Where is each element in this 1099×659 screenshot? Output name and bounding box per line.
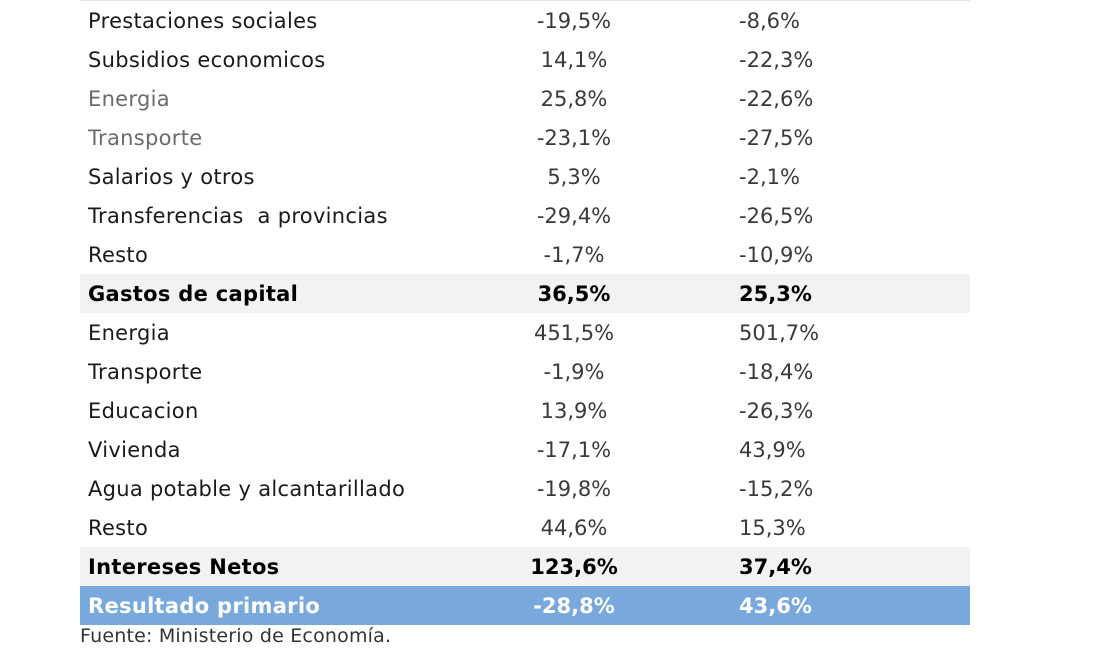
row-label: Resto: [88, 515, 149, 540]
row-label: Educacion: [88, 398, 199, 423]
row-label: Transferencias a provincias: [88, 203, 388, 228]
row-value-col2: -27,5%: [739, 125, 814, 150]
row-value-col2: -8,6%: [739, 8, 800, 33]
row-value-col2: -26,5%: [739, 203, 814, 228]
row-label: Vivienda: [88, 437, 181, 462]
table-row: Transferencias a provincias -29,4% -26,5…: [80, 196, 970, 235]
row-value-col1: -19,5%: [536, 8, 612, 33]
table-row: Salarios y otros 5,3% -2,1%: [80, 157, 970, 196]
row-label: Salarios y otros: [88, 164, 255, 189]
row-value-col1: 14,1%: [540, 47, 608, 72]
row-value-col1: -29,4%: [536, 203, 612, 228]
row-value-col2: 43,9%: [739, 437, 806, 462]
section-label: Gastos de capital: [80, 274, 488, 313]
row-value-col2: -10,9%: [739, 242, 814, 267]
table-row: Energia 25,8% -22,6%: [80, 79, 970, 118]
row-value-col2: -18,4%: [739, 359, 814, 384]
table-row: Subsidios economicos 14,1% -22,3%: [80, 40, 970, 79]
section-value-col1: 36,5%: [488, 274, 660, 313]
table-top-rule: [80, 0, 970, 1]
section-value-col2: 25,3%: [660, 274, 970, 313]
table-row: Prestaciones sociales -19,5% -8,6%: [80, 1, 970, 40]
total-value-col2: 43,6%: [660, 586, 970, 625]
table-row: Transporte -1,9% -18,4%: [80, 352, 970, 391]
table-row: Educacion 13,9% -26,3%: [80, 391, 970, 430]
row-label: Resto: [88, 242, 149, 267]
budget-table-container: Prestaciones sociales -19,5% -8,6% Subsi…: [80, 0, 970, 625]
section-value-col2: 37,4%: [660, 547, 970, 586]
row-value-col1: -23,1%: [536, 125, 612, 150]
row-label: Energia: [88, 320, 170, 345]
row-value-col1: -17,1%: [536, 437, 612, 462]
row-value-col1: -1,7%: [543, 242, 605, 267]
row-value-col2: 501,7%: [739, 320, 820, 345]
row-value-col2: 15,3%: [739, 515, 806, 540]
total-label: Resultado primario: [80, 586, 488, 625]
table-row: Resto 44,6% 15,3%: [80, 508, 970, 547]
table-row: Vivienda -17,1% 43,9%: [80, 430, 970, 469]
row-value-col2: -26,3%: [739, 398, 814, 423]
row-value-col2: -22,3%: [739, 47, 814, 72]
table-row: Resto -1,7% -10,9%: [80, 235, 970, 274]
row-value-col1: 5,3%: [547, 164, 601, 189]
section-label: Intereses Netos: [80, 547, 488, 586]
row-value-col1: 44,6%: [540, 515, 608, 540]
section-row-gastos-de-capital: Gastos de capital 36,5% 25,3%: [80, 274, 970, 313]
row-label: Transporte: [88, 359, 203, 384]
row-value-col1: 451,5%: [533, 320, 615, 345]
row-value-col2: -2,1%: [739, 164, 800, 189]
row-value-col2: -22,6%: [739, 86, 814, 111]
section-row-intereses-netos: Intereses Netos 123,6% 37,4%: [80, 547, 970, 586]
total-row-resultado-primario: Resultado primario -28,8% 43,6%: [80, 586, 970, 625]
row-value-col2: -15,2%: [739, 476, 814, 501]
table-row: Energia 451,5% 501,7%: [80, 313, 970, 352]
row-value-col1: -1,9%: [543, 359, 605, 384]
row-label: Agua potable y alcantarillado: [88, 476, 406, 501]
section-value-col1: 123,6%: [488, 547, 660, 586]
row-value-col1: 25,8%: [540, 86, 608, 111]
total-value-col1: -28,8%: [488, 586, 660, 625]
table-row: Transporte -23,1% -27,5%: [80, 118, 970, 157]
table-row: Agua potable y alcantarillado -19,8% -15…: [80, 469, 970, 508]
row-label: Transporte: [88, 125, 203, 150]
row-value-col1: -19,8%: [536, 476, 612, 501]
row-label: Subsidios economicos: [88, 47, 326, 72]
row-value-col1: 13,9%: [540, 398, 608, 423]
row-label: Prestaciones sociales: [88, 8, 318, 33]
source-note: Fuente: Ministerio de Economía.: [80, 625, 392, 647]
budget-table: Prestaciones sociales -19,5% -8,6% Subsi…: [80, 1, 970, 625]
row-label: Energia: [88, 86, 170, 111]
